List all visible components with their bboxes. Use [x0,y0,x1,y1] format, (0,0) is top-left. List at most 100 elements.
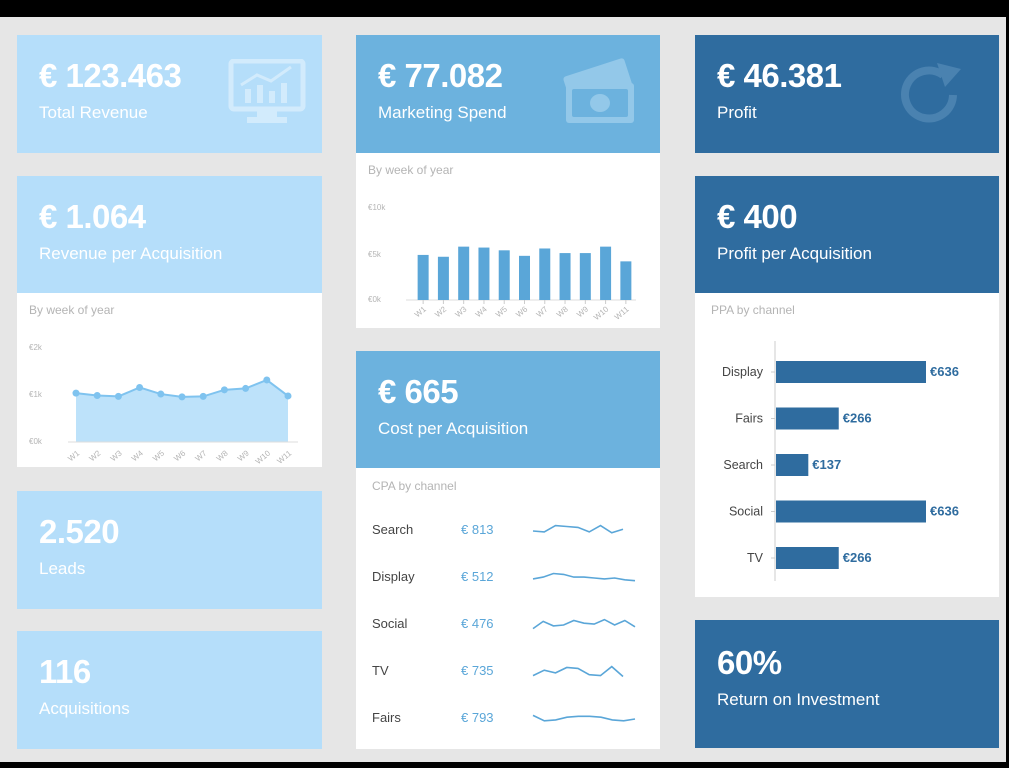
marketing-spend-card[interactable]: € 77.082 Marketing Spend [356,35,660,153]
roi-value: 60% [717,644,782,681]
ppa-channel-name: Display [722,365,764,379]
x-tick-label: W8 [215,448,230,463]
x-tick-label: W7 [194,448,209,463]
spend-bar [620,261,632,300]
rpa-point [178,393,186,401]
money-bills-icon [556,49,640,134]
ppa-subtitle: PPA by channel [711,303,795,317]
cpa-channel-value: € 793 [461,710,494,725]
sparkline-path [532,665,624,678]
cpa-sparkline [532,524,624,534]
rpa-point [199,392,207,400]
total-revenue-card[interactable]: € 123.463 Total Revenue [17,35,322,153]
revenue-per-acquisition-chart-card: By week of year €0k €1k €2k W1 W2 W3 W4 W5 W6 W7 W… [17,293,322,467]
total-revenue-label: Total Revenue [39,103,148,122]
profit-card[interactable]: € 46.381 Profit [695,35,999,153]
marketing-spend-chart-card: By week of year €0k €5k €10k W1 W2 W3 W4 W5 W6 W7… [356,153,660,328]
cpa-row-search: Search € 813 [356,516,661,546]
cpa-sparkline [532,665,624,678]
y-tick-label: €0k [29,437,43,446]
ppa-bar [776,547,839,569]
x-tick-label: W8 [555,304,570,319]
rpa-area-chart: €0k €1k €2k W1 W2 W3 W4 W5 W6 W7 W8 W9 W10 W11 [29,343,298,466]
cost-per-acquisition-card[interactable]: € 665 Cost per Acquisition [356,351,660,469]
x-tick-label: W9 [575,304,590,319]
acquisitions-card[interactable]: 116 Acquisitions [17,631,322,749]
cpa-channel-name: Social [372,616,408,631]
rpa-chart-subtitle: By week of year [29,303,115,317]
ppa-channel-name: TV [747,551,764,565]
spend-bar [417,254,429,300]
profit-label: Profit [717,103,757,122]
x-tick-label: W11 [613,304,631,321]
ppa-value-label: €266 [843,411,872,426]
x-tick-label: W3 [453,304,468,319]
revenue-per-acquisition-value: € 1.064 [39,198,146,235]
ppa-value-label: €636 [930,504,959,519]
cpa-channel-name: Fairs [372,710,401,725]
x-tick-label: W7 [535,304,550,319]
roi-label: Return on Investment [717,690,880,709]
x-tick-label: W1 [413,304,428,319]
ppa-value-label: €137 [812,457,841,472]
spend-bar [437,256,449,300]
leads-value: 2.520 [39,513,120,550]
x-tick-label: W2 [88,448,103,463]
ppa-bar [776,454,809,476]
spend-bar-chart: €0k €5k €10k W1 W2 W3 W4 W5 W6 W7 W8 W9 W10 W11 [368,203,636,322]
x-tick-label: W9 [236,448,251,463]
rpa-point [114,392,122,400]
sparkline-path [532,714,636,722]
rpa-point [284,392,292,400]
x-tick-label: W2 [433,304,448,319]
ppa-channel-name: Fairs [735,412,763,426]
spend-chart-subtitle: By week of year [368,163,454,177]
ppa-channel-name: Social [729,505,763,519]
x-tick-label: W4 [474,304,489,319]
dashboard-canvas: € 123.463 Total Revenue € 1.064 Revenue … [0,17,1006,762]
x-tick-label: W5 [494,304,509,319]
cpa-channel-name: Search [372,522,414,537]
x-tick-label: W10 [592,304,611,322]
revenue-per-acquisition-card[interactable]: € 1.064 Revenue per Acquisition [17,176,322,294]
profit-per-acquisition-card[interactable]: € 400 Profit per Acquisition [695,176,999,294]
cost-per-acquisition-label: Cost per Acquisition [378,419,529,438]
spend-bar [478,247,490,300]
spend-bar [600,246,612,300]
x-tick-label: W5 [151,448,166,463]
cpa-row-tv: TV € 735 [356,657,661,687]
cost-per-acquisition-value: € 665 [378,373,459,410]
x-tick-label: W4 [130,448,145,463]
rpa-point [157,390,165,398]
leads-card[interactable]: 2.520 Leads [17,491,322,609]
ppa-bar [776,361,926,383]
ppa-channel-name: Search [723,458,763,472]
x-tick-label: W11 [275,448,293,465]
ppa-bar [776,500,926,523]
marketing-spend-value: € 77.082 [378,57,503,94]
spend-bar [519,255,530,300]
y-tick-label: €5k [368,250,382,259]
cpa-sparkline [532,618,636,630]
roi-card[interactable]: 60% Return on Investment [695,620,999,748]
sparkline-path [532,572,636,582]
cpa-channel-name: TV [372,663,389,678]
revenue-per-acquisition-label: Revenue per Acquisition [39,244,223,263]
monitor-chart-icon [227,58,307,134]
ppa-bar [776,407,839,430]
cpa-sparkline [532,572,636,582]
rpa-point [93,391,101,399]
cpa-channel-value: € 476 [461,616,494,631]
cpa-row-social: Social € 476 [356,610,661,640]
rpa-point [263,376,271,384]
ppa-value-label: €266 [843,550,872,565]
total-revenue-value: € 123.463 [39,57,182,94]
rpa-point [220,386,228,394]
leads-label: Leads [39,559,86,578]
cpa-channel-value: € 813 [461,522,494,537]
spend-bar [559,253,571,300]
y-tick-label: €10k [368,203,386,212]
y-tick-label: €0k [368,295,382,304]
cpa-row-display: Display € 512 [356,563,661,593]
cpa-by-channel-card: CPA by channel Search € 813 Display € 512 So… [356,468,660,749]
